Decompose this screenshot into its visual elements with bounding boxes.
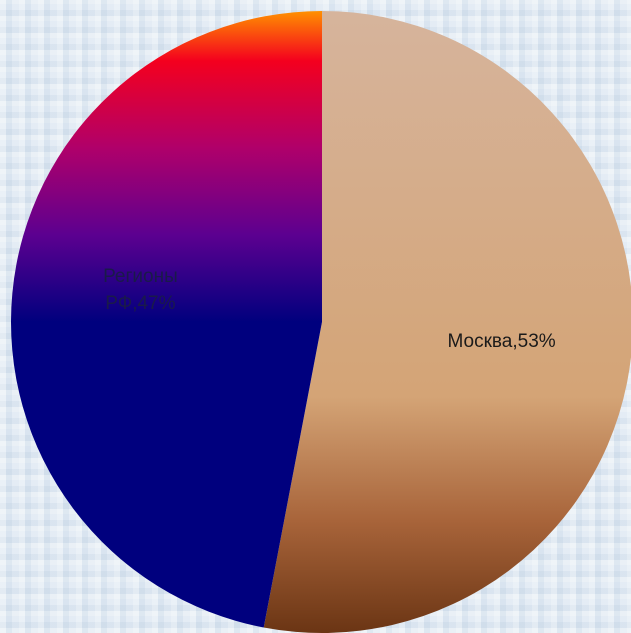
pie-slice-label-line: Регионы <box>103 266 178 287</box>
pie-slice-label-line: Москва,53% <box>447 331 555 352</box>
pie-slice-label-moscow: Москва,53% <box>447 331 555 352</box>
pie-slice-regions <box>11 11 322 627</box>
pie-slices <box>11 11 631 633</box>
pie-slice-label-line: РФ,47% <box>105 293 175 314</box>
